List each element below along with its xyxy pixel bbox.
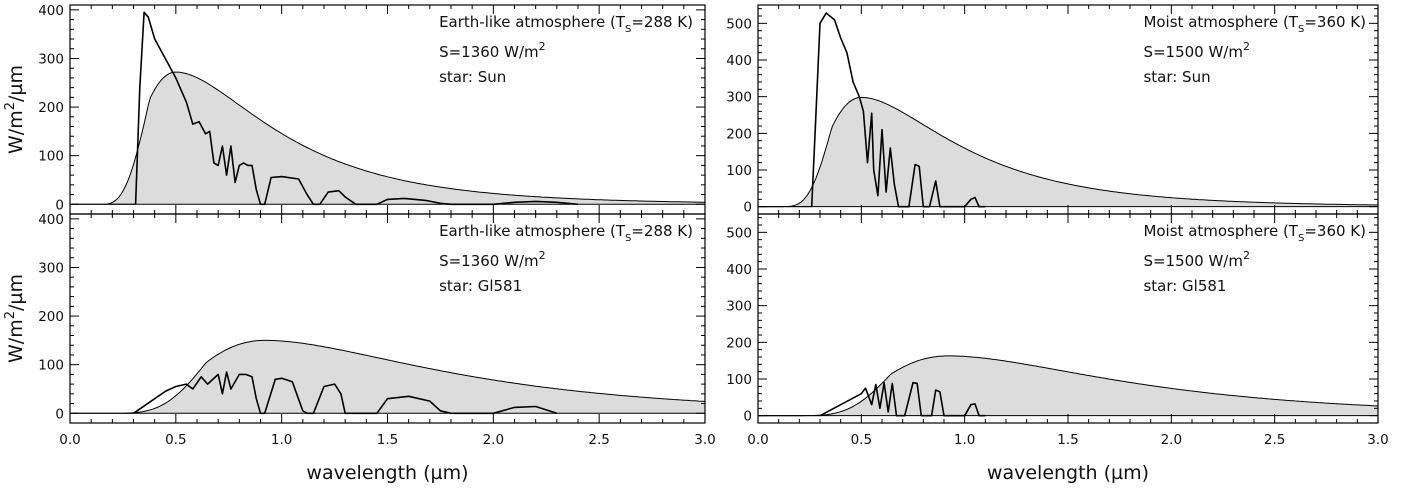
y-tick-label: 500: [726, 225, 752, 241]
y-tick-label: 0: [743, 409, 752, 425]
surface-spectrum-line: [810, 12, 986, 208]
envelope-curve: [69, 71, 706, 205]
star-label: star: Gl581: [1143, 277, 1226, 295]
y-tick-label: 200: [726, 335, 752, 351]
atmosphere-label: Earth-like atmosphere (TS=288 K): [439, 222, 693, 244]
envelope-curve: [69, 339, 706, 414]
atmosphere-label: Moist atmosphere (TS=360 K): [1143, 222, 1366, 244]
x-tick-label: 0.5: [851, 432, 872, 448]
y-tick-label: 400: [38, 212, 64, 228]
x-tick-label: 0.5: [165, 432, 186, 448]
atmosphere-label: Earth-like atmosphere (TS=288 K): [439, 13, 693, 35]
y-tick-label: 100: [726, 163, 752, 179]
y-tick-label: 300: [726, 90, 752, 106]
panel-bottom-right: 0 100 200 300 400 500 0.0 0.5 1.0 1.5 2.0 2.5 3.0 Moi…: [726, 213, 1389, 484]
flux-label: S=1360 W/m2: [439, 40, 546, 61]
y-tick-label: 200: [726, 126, 752, 142]
star-label: star: Sun: [1143, 68, 1210, 86]
x-tick-label: 2.0: [483, 432, 504, 448]
star-label: star: Sun: [439, 68, 506, 86]
atmosphere-label: Moist atmosphere (TS=360 K): [1143, 13, 1366, 35]
x-tick-label: 1.5: [1057, 432, 1078, 448]
x-tick-label: 2.5: [588, 432, 609, 448]
surface-spectrum-line: [819, 381, 986, 417]
y-tick-label: 300: [38, 51, 64, 67]
star-label: star: Gl581: [439, 277, 522, 295]
y-tick-label: 200: [38, 100, 64, 116]
y-tick-label: 200: [38, 309, 64, 325]
y-tick-label: 400: [726, 53, 752, 69]
y-tick-label: 0: [55, 406, 64, 422]
x-axis-label: wavelength (µm): [306, 462, 468, 484]
envelope-curve: [757, 96, 1379, 208]
flux-label: S=1500 W/m2: [1143, 249, 1250, 270]
y-axis-label: W/m2/µm: [3, 274, 27, 363]
y-tick-label: 300: [38, 260, 64, 276]
panel-top-left: 0 100 200 300 400 Earth-like atmosphere (TS=2…: [3, 3, 706, 215]
x-tick-label: 1.0: [954, 432, 975, 448]
envelope-curve: [757, 355, 1379, 417]
surface-spectrum-line: [133, 371, 558, 415]
y-tick-label: 100: [38, 149, 64, 165]
y-tick-label: 400: [38, 3, 64, 19]
x-tick-label: 2.0: [1161, 432, 1182, 448]
x-tick-label: 0.0: [59, 432, 80, 448]
y-axis-label: W/m2/µm: [3, 65, 27, 154]
panel-bottom-left: 0 100 200 300 400 0.0 0.5 1.0 1.5 2.0 2.5 3.0 Earth-…: [3, 212, 716, 484]
y-tick-label: 100: [726, 372, 752, 388]
x-tick-label: 1.0: [271, 432, 292, 448]
x-tick-label: 0.0: [747, 432, 768, 448]
y-tick-label: 0: [743, 200, 752, 216]
y-tick-label: 100: [38, 358, 64, 374]
y-tick-label: 500: [726, 16, 752, 32]
flux-label: S=1500 W/m2: [1143, 40, 1250, 61]
x-tick-label: 2.5: [1264, 432, 1285, 448]
x-axis-label: wavelength (µm): [987, 462, 1149, 484]
y-tick-label: 300: [726, 299, 752, 315]
x-tick-label: 3.0: [694, 432, 715, 448]
surface-spectrum-line: [134, 11, 579, 206]
y-tick-label: 400: [726, 262, 752, 278]
y-tick-label: 0: [55, 197, 64, 213]
x-tick-label: 1.5: [377, 432, 398, 448]
flux-label: S=1360 W/m2: [439, 249, 546, 270]
panel-top-right: 0 100 200 300 400 500 Moist atmosphere (TS=360…: [726, 4, 1379, 216]
x-tick-label: 3.0: [1367, 432, 1388, 448]
